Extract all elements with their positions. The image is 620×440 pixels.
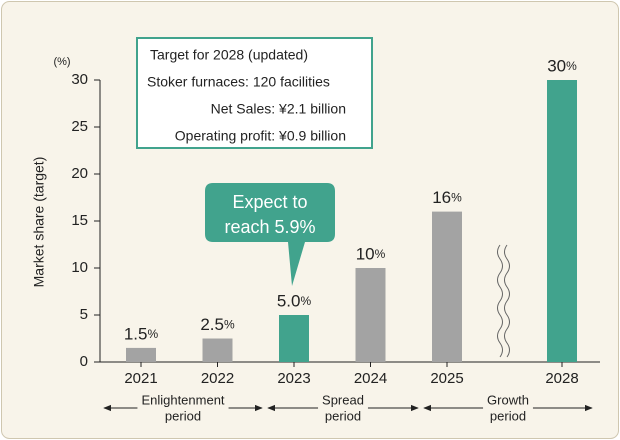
callout-text: Expect to	[232, 192, 307, 212]
bar	[202, 338, 233, 362]
y-tick-label: 0	[80, 353, 88, 370]
bar	[279, 315, 309, 362]
x-tick-label: 2022	[201, 370, 234, 387]
callout-bubble	[205, 183, 335, 286]
y-tick-label: 15	[71, 212, 88, 229]
period-label: Spread	[322, 392, 364, 407]
period-label: Enlightenment	[141, 392, 224, 407]
value-label: 10%	[356, 244, 386, 263]
period-label: period	[490, 408, 526, 423]
bar	[355, 268, 386, 362]
x-tick-label: 2024	[354, 370, 387, 387]
value-label: 5.0%	[277, 291, 312, 310]
y-tick-label: 30	[71, 71, 88, 88]
axis-break	[497, 244, 510, 358]
x-tick-label: 2025	[430, 370, 463, 387]
value-label: 16%	[432, 188, 462, 207]
bar	[126, 347, 156, 362]
period-label: Growth	[487, 392, 529, 407]
y-tick-label: 20	[71, 165, 88, 182]
info-line: Operating profit: ¥0.9 billion	[175, 128, 346, 144]
period-label: period	[165, 408, 201, 423]
y-tick-label: 10	[71, 259, 88, 276]
y-tick-label: 25	[71, 118, 88, 135]
period-label: period	[325, 408, 361, 423]
y-unit: (%)	[53, 56, 70, 68]
value-label: 1.5%	[124, 324, 159, 343]
value-label: 2.5%	[200, 315, 235, 334]
info-line: Target for 2028 (updated)	[150, 47, 308, 63]
bar	[432, 211, 462, 362]
bar	[547, 80, 577, 362]
info-line: Net Sales: ¥2.1 billion	[211, 101, 346, 117]
y-axis-label: Market share (target)	[31, 157, 47, 288]
x-tick-label: 2021	[124, 370, 157, 387]
info-box	[136, 37, 373, 149]
y-tick-label: 5	[80, 306, 88, 323]
callout-text: reach 5.9%	[224, 217, 315, 237]
x-tick-label: 2028	[545, 370, 578, 387]
info-line: Stoker furnaces: 120 facilities	[147, 74, 330, 90]
value-label: 30%	[547, 56, 577, 75]
x-tick-label: 2023	[277, 370, 310, 387]
